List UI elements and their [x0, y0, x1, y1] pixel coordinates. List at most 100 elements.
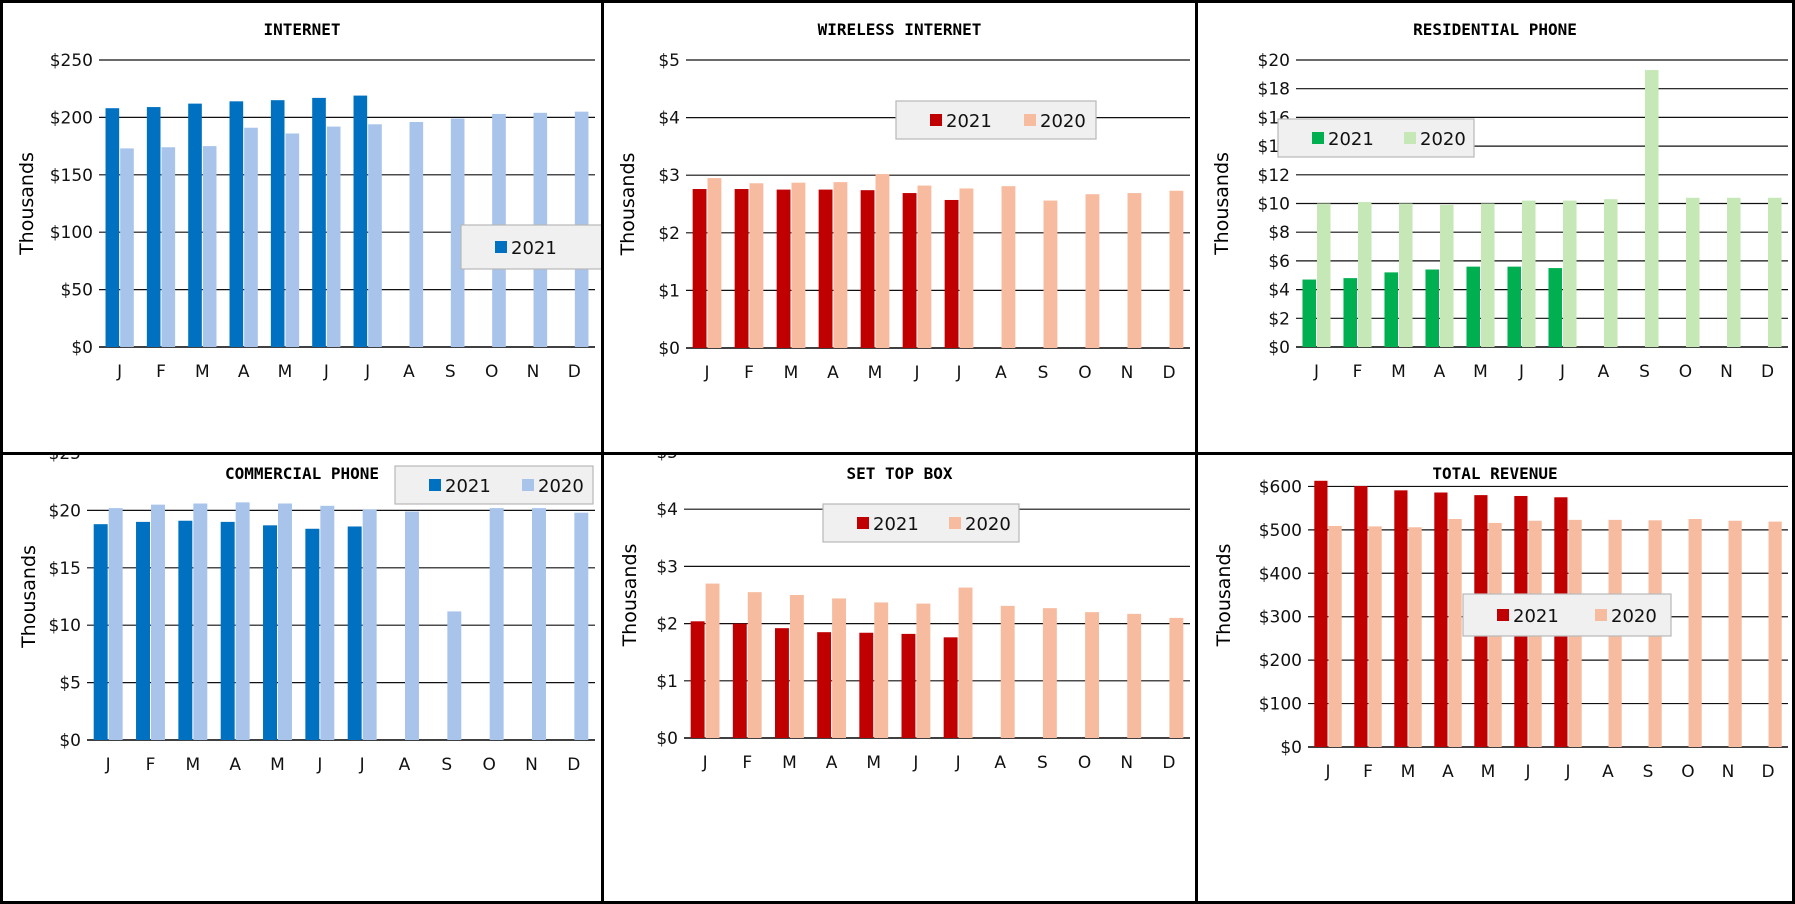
- y-axis-title: Thousands: [1213, 544, 1235, 648]
- legend-swatch: [930, 114, 942, 126]
- bar-2020-4: [244, 127, 258, 348]
- bar-2020-9: [450, 118, 465, 347]
- y-tick-label: $3: [658, 166, 680, 186]
- legend-label: 2021: [946, 111, 992, 132]
- x-tick-label: A: [995, 363, 1007, 383]
- x-tick-label: J: [912, 753, 918, 773]
- bar-2021-3: [188, 103, 202, 348]
- y-tick-label: $12: [1258, 166, 1290, 186]
- bar-2020-1: [707, 178, 722, 348]
- x-tick-label: M: [868, 363, 883, 383]
- bar-2020-10: [489, 508, 504, 740]
- x-tick-label: J: [105, 755, 111, 775]
- x-tick-label: A: [1442, 762, 1454, 782]
- chart-title: TOTAL REVENUE: [1432, 464, 1557, 483]
- legend-swatch: [495, 241, 507, 253]
- y-tick-label: $10: [1258, 195, 1290, 215]
- bar-2021-7: [943, 637, 958, 738]
- legend-swatch: [1312, 132, 1324, 144]
- bar-2021-2: [1343, 278, 1357, 347]
- x-tick-label: F: [1363, 762, 1373, 782]
- x-tick-label: S: [1037, 753, 1048, 773]
- y-tick-label: $100: [50, 223, 93, 243]
- y-tick-label: $20: [49, 501, 81, 521]
- bar-2021-2: [146, 107, 161, 348]
- bar-2020-12: [574, 512, 589, 740]
- bar-2021-5: [1466, 266, 1480, 347]
- chart-svg: RESIDENTIAL PHONE Thousands $0 $2 $4 $6 $8 $10 $…: [1211, 20, 1788, 382]
- bar-2020-1: [1328, 525, 1342, 747]
- chart-legend: 2021 2020: [895, 100, 1097, 140]
- y-tick-label: $600: [1259, 477, 1302, 497]
- y-axis-title: Thousands: [619, 544, 641, 648]
- bar-2021-4: [1434, 492, 1448, 747]
- x-tick-label: M: [1473, 362, 1488, 382]
- x-tick-label: M: [278, 362, 293, 382]
- bar-2021-2: [734, 189, 749, 348]
- chart-legend: 2021 2020: [1462, 593, 1672, 637]
- x-tick-label: J: [955, 753, 961, 773]
- y-tick-label: $150: [50, 166, 93, 186]
- bar-2020-1: [1317, 203, 1331, 347]
- x-tick-label: M: [1391, 362, 1406, 382]
- x-tick-label: D: [1761, 762, 1774, 782]
- bar-2020-3: [1399, 203, 1413, 347]
- bar-2020-10: [1688, 519, 1702, 747]
- bar-2020-9: [447, 611, 462, 740]
- x-tick-label: A: [238, 362, 250, 382]
- x-tick-label: J: [1324, 762, 1330, 782]
- x-tick-label: J: [1313, 362, 1319, 382]
- x-tick-label: J: [703, 363, 709, 383]
- x-tick-label: J: [116, 362, 122, 382]
- bar-2021-3: [775, 628, 789, 738]
- legend-label: 2021: [511, 238, 557, 259]
- bar-2021-1: [1314, 480, 1328, 747]
- bar-2020-2: [749, 183, 764, 348]
- y-tick-label: $2: [1268, 309, 1290, 329]
- bar-2020-8: [1000, 605, 1015, 738]
- y-tick-label: $0: [1280, 738, 1302, 758]
- bar-2021-6: [312, 97, 326, 347]
- y-tick-label: $1: [656, 672, 678, 692]
- x-tick-label: D: [1761, 362, 1774, 382]
- x-tick-label: M: [270, 755, 285, 775]
- chart-panel-wireless-internet: WIRELESS INTERNET Thousands $0 $1 $2 $3 $4 $5 J F…: [601, 0, 1198, 455]
- x-tick-label: D: [1162, 753, 1175, 773]
- x-tick-label: S: [1038, 363, 1049, 383]
- bar-2021-3: [1394, 490, 1408, 747]
- chart-title: WIRELESS INTERNET: [818, 20, 982, 39]
- x-tick-label: N: [1121, 363, 1134, 383]
- bar-2020-5: [278, 503, 292, 740]
- x-tick-label: M: [784, 363, 799, 383]
- y-tick-label: $1: [658, 281, 680, 301]
- x-tick-label: M: [1401, 762, 1416, 782]
- bar-2020-3: [193, 503, 208, 740]
- x-tick-label: O: [485, 362, 498, 382]
- chart-panel-commercial-phone: COMMERCIAL PHONE Thousands $0 $5 $10 $15 $20 $2…: [0, 452, 604, 904]
- chart-title: RESIDENTIAL PHONE: [1413, 20, 1577, 39]
- bar-2020-8: [405, 511, 419, 740]
- bar-2020-5: [874, 602, 889, 738]
- bar-2021-6: [305, 528, 320, 740]
- y-tick-label: $50: [61, 281, 93, 301]
- y-tick-label: $0: [71, 338, 93, 358]
- bar-2021-5: [859, 632, 874, 738]
- bar-2020-7: [959, 188, 974, 348]
- x-tick-label: J: [364, 362, 370, 382]
- x-tick-label: J: [1559, 362, 1565, 382]
- bar-2020-6: [326, 126, 341, 347]
- y-axis-title: Thousands: [617, 153, 639, 257]
- bar-2021-7: [347, 526, 362, 740]
- bar-2020-7: [958, 587, 973, 738]
- x-tick-label: M: [195, 362, 210, 382]
- bar-2021-4: [818, 189, 833, 348]
- y-tick-label: $500: [1259, 521, 1302, 541]
- x-tick-label: A: [229, 755, 241, 775]
- x-tick-label: O: [1679, 362, 1692, 382]
- bar-2021-7: [1548, 268, 1562, 347]
- chart-svg: COMMERCIAL PHONE Thousands $0 $5 $10 $15 $20 $2…: [18, 455, 595, 775]
- bar-2021-4: [817, 632, 832, 738]
- x-tick-label: N: [525, 755, 538, 775]
- bar-2020-6: [916, 603, 931, 738]
- bar-2020-11: [1127, 613, 1142, 738]
